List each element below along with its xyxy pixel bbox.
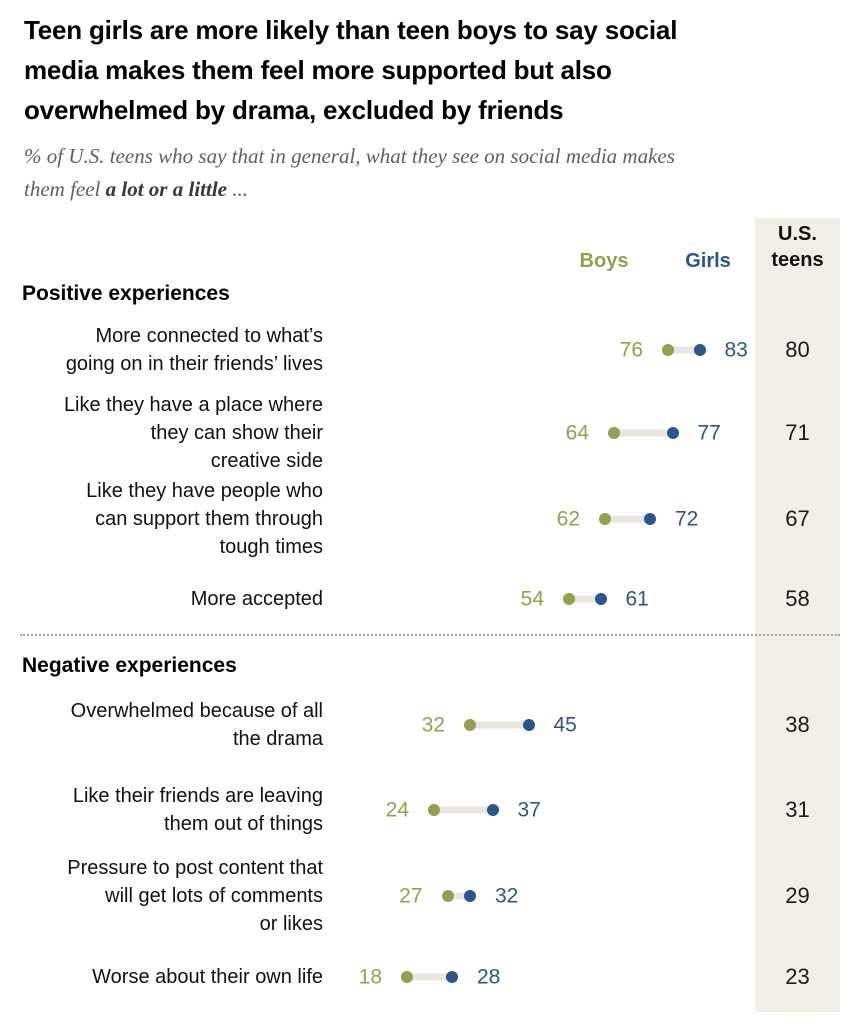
- girls-value: 37: [517, 798, 541, 822]
- boys-value: 62: [556, 507, 580, 531]
- connector-bar: [434, 806, 493, 814]
- boys-value: 76: [619, 338, 643, 362]
- connector-bar: [470, 721, 529, 729]
- row-label: Worse about their own life: [92, 966, 323, 988]
- us-teens-value: 67: [785, 506, 810, 531]
- row-label: Like their friends are leaving them out …: [72, 785, 323, 835]
- girls-dot: [446, 971, 458, 983]
- us-teens-value: 38: [785, 712, 810, 737]
- girls-dot: [464, 890, 476, 902]
- boys-value: 24: [385, 798, 409, 822]
- chart-title: Teen girls are more likely than teen boy…: [24, 15, 678, 125]
- row-label: More accepted: [190, 588, 323, 610]
- section-divider: [20, 634, 840, 636]
- boys-dot: [599, 513, 611, 525]
- boys-value: 64: [565, 421, 589, 445]
- us-teens-value: 31: [785, 797, 810, 822]
- girls-dot: [666, 427, 679, 439]
- subtitle-emphasis: a lot or a little: [105, 177, 227, 201]
- girls-value: 83: [724, 338, 748, 362]
- section-header-positive: Positive experiences: [22, 282, 230, 305]
- connector-bar: [614, 429, 673, 437]
- row-label: More connected to what’s going on in the…: [65, 325, 323, 375]
- boys-dot: [662, 344, 674, 356]
- boys-dot: [608, 427, 620, 439]
- us-teens-value: 29: [785, 883, 810, 908]
- row-label: Overwhelmed because of all the drama: [70, 700, 323, 750]
- boys-value: 27: [399, 884, 423, 908]
- column-header-us-teens: U.S. teens: [771, 223, 824, 271]
- girls-value: 72: [675, 507, 699, 531]
- subtitle-lead: % of U.S. teens who say that in general,…: [24, 144, 675, 201]
- connector-bar: [407, 973, 452, 981]
- girls-dot: [486, 804, 499, 816]
- row-label: Like they have a place where they can sh…: [63, 394, 323, 472]
- connector-bar: [447, 892, 470, 900]
- girls-value: 28: [477, 965, 501, 989]
- chart-subtitle: % of U.S. teens who say that in general,…: [24, 140, 854, 206]
- girls-dot: [644, 513, 656, 525]
- us-teens-value: 71: [785, 420, 810, 445]
- boys-dot: [428, 804, 440, 816]
- girls-value: 61: [625, 587, 649, 611]
- girls-dot: [693, 344, 706, 356]
- boys-value: 32: [421, 713, 445, 737]
- girls-dot: [522, 719, 535, 731]
- column-header-boys: Boys: [579, 250, 629, 272]
- us-teens-value: 80: [785, 337, 810, 362]
- row-label: Like they have people who can support th…: [86, 480, 323, 558]
- connector-bar: [668, 346, 700, 354]
- girls-value: 77: [697, 421, 721, 445]
- column-header-girls: Girls: [685, 250, 731, 272]
- boys-value: 54: [520, 587, 544, 611]
- us-teens-value: 23: [785, 964, 810, 989]
- girls-value: 45: [553, 713, 577, 737]
- boys-dot: [563, 593, 575, 605]
- girls-value: 32: [495, 884, 519, 908]
- section-header-negative: Negative experiences: [22, 654, 237, 677]
- connector-bar: [569, 595, 601, 603]
- girls-dot: [594, 593, 607, 605]
- us-teens-value: 58: [785, 586, 810, 611]
- boys-value: 18: [358, 965, 382, 989]
- boys-dot: [401, 971, 413, 983]
- boys-dot: [441, 890, 454, 902]
- us-teens-column-background: [755, 218, 840, 1012]
- connector-bar: [605, 515, 650, 523]
- boys-dot: [464, 719, 476, 731]
- subtitle-trail: ...: [226, 177, 248, 201]
- row-label: Pressure to post content that will get l…: [67, 857, 323, 935]
